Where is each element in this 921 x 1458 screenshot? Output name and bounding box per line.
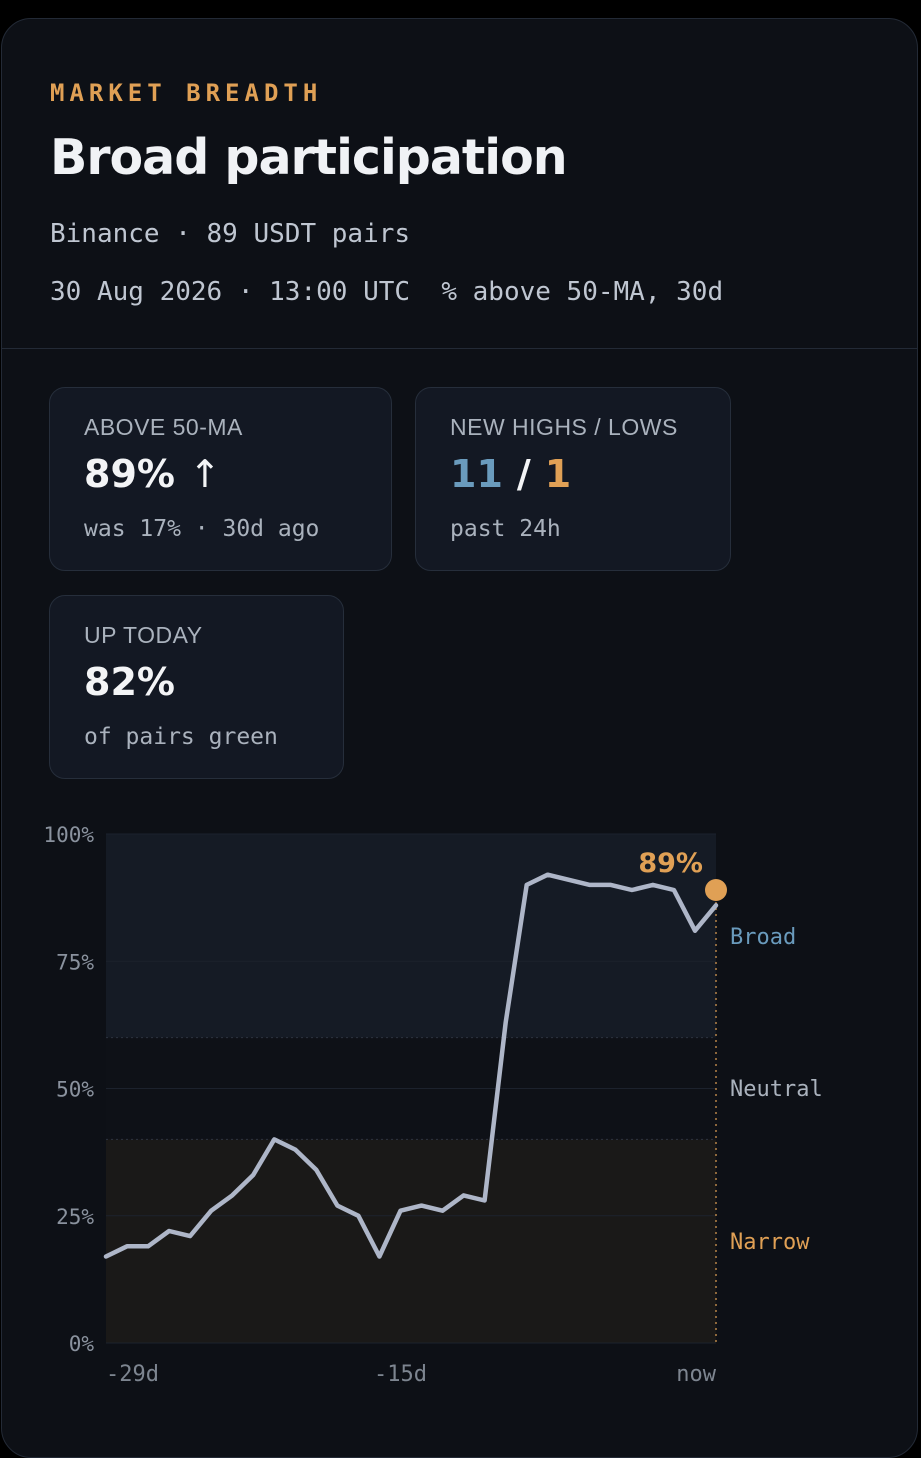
x-tick-label: now xyxy=(676,1362,716,1387)
breadth-series-line xyxy=(103,872,719,1259)
arrow-up-icon: ↑ xyxy=(188,452,221,496)
y-tick-label: 0% xyxy=(69,1332,95,1356)
last-value-dot xyxy=(705,878,727,901)
zone-band-narrow xyxy=(106,1139,716,1343)
y-tick-label: 50% xyxy=(56,1078,94,1102)
exchange-meta: Binance · 89 USDT pairs xyxy=(50,219,411,249)
y-tick-label: 25% xyxy=(56,1205,94,1229)
zone-label-broad: Broad xyxy=(730,925,796,950)
stat-highs-lows: NEW HIGHS / LOWS 11 / 1 past 24h xyxy=(415,387,731,571)
new-highs-count: 11 xyxy=(450,452,503,496)
stat-value: 89% ↑ xyxy=(84,452,221,496)
stat-sub: past 24h xyxy=(450,516,561,542)
x-tick-label: -29d xyxy=(106,1362,159,1387)
above-ma-value: 89% xyxy=(84,452,175,496)
section-eyebrow: MARKET BREADTH xyxy=(50,79,323,107)
header-divider xyxy=(2,348,917,349)
last-value-label: 89% xyxy=(638,848,703,879)
status-bar xyxy=(0,0,921,20)
stat-sub: was 17% · 30d ago xyxy=(84,516,320,542)
stat-label: ABOVE 50-MA xyxy=(84,414,243,440)
y-tick-label: 100% xyxy=(43,823,94,847)
stat-value: 82% xyxy=(84,660,175,704)
x-tick-label: -15d xyxy=(374,1362,427,1387)
stat-label: UP TODAY xyxy=(84,622,203,648)
stat-up-today: UP TODAY 82% of pairs green xyxy=(49,595,344,779)
zone-label-neutral: Neutral xyxy=(730,1077,823,1102)
stat-label: NEW HIGHS / LOWS xyxy=(450,414,678,440)
card-title: Broad participation xyxy=(50,129,568,186)
zone-label-narrow: Narrow xyxy=(730,1230,810,1255)
new-lows-count: 1 xyxy=(544,452,572,496)
stat-above-ma: ABOVE 50-MA 89% ↑ was 17% · 30d ago xyxy=(49,387,392,571)
timestamp-meta: 30 Aug 2026 · 13:00 UTC % above 50-MA, 3… xyxy=(50,277,724,307)
highs-lows-separator: / xyxy=(516,452,531,496)
zone-band-broad xyxy=(106,834,716,1038)
stat-value: 11 / 1 xyxy=(450,452,571,496)
stat-sub: of pairs green xyxy=(84,724,278,750)
y-tick-label: 75% xyxy=(56,950,94,974)
